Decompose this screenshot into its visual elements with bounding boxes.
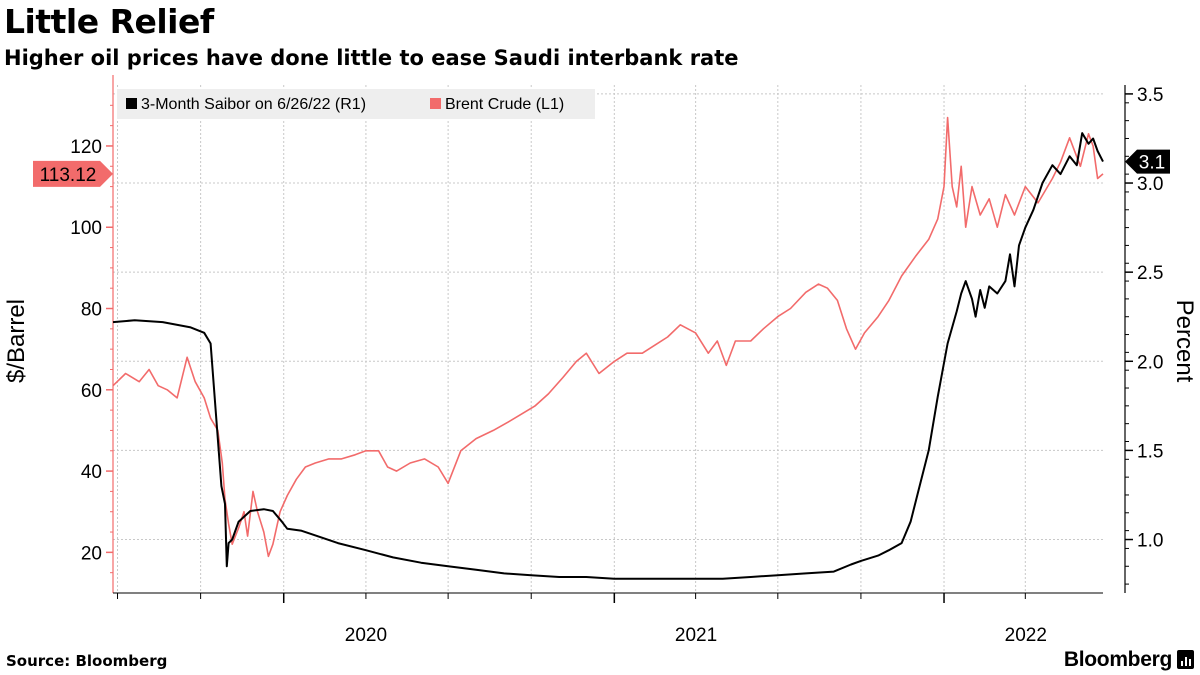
legend-box <box>117 89 595 119</box>
right-axis: 1.0 1.5 2.0 2.5 3.0 3.5 <box>1124 85 1163 593</box>
saibor-end-flag <box>1125 149 1170 174</box>
left-tick-label: 120 <box>70 137 102 158</box>
legend-swatch-brent <box>430 98 441 109</box>
x-tick-label: 2021 <box>675 625 717 646</box>
right-axis-title: Percent <box>1171 300 1198 383</box>
legend-label-brent: Brent Crude (L1) <box>445 96 564 113</box>
right-tick-label: 2.5 <box>1137 263 1163 284</box>
x-axis: 2020 2021 2022 <box>113 592 1103 646</box>
brent-end-label: 113.12 <box>40 165 97 186</box>
legend-label-saibor: 3-Month Saibor on 6/26/22 (R1) <box>141 96 366 113</box>
brent-end-flag <box>33 160 113 187</box>
saibor-end-label: 3.1 <box>1139 153 1165 174</box>
left-tick-label: 80 <box>81 300 102 321</box>
x-tick-label: 2022 <box>1005 625 1047 646</box>
right-tick-label: 1.5 <box>1137 441 1163 462</box>
right-tick-label: 3.5 <box>1137 85 1163 106</box>
end-labels: 3.1 113.12 <box>33 149 1170 187</box>
series-layer <box>112 116 1104 580</box>
legend: 3-Month Saibor on 6/26/22 (R1) Brent Crud… <box>117 89 595 119</box>
left-tick-label: 60 <box>81 381 102 402</box>
left-tick-label: 100 <box>70 218 102 239</box>
right-tick-label: 1.0 <box>1137 531 1163 552</box>
left-tick-label: 40 <box>81 462 102 483</box>
legend-swatch-saibor <box>126 98 137 109</box>
right-tick-label: 3.0 <box>1137 174 1163 195</box>
chart-title: Little Relief <box>4 2 214 41</box>
left-tick-label: 20 <box>81 543 102 564</box>
gridlines <box>113 85 1103 593</box>
x-tick-label: 2020 <box>345 625 387 646</box>
left-axis: 20 40 60 80 100 120 <box>70 75 114 593</box>
bloomberg-terminal-icon <box>1177 650 1194 669</box>
bloomberg-logo: Bloomberg <box>1063 648 1172 671</box>
right-tick-label: 2.0 <box>1137 352 1163 373</box>
left-axis-title: $/Barrel <box>3 299 30 383</box>
saibor-line <box>112 132 1104 580</box>
chart-subtitle: Higher oil prices have done little to ea… <box>4 46 739 70</box>
source-note: Source: Bloomberg <box>6 652 168 670</box>
